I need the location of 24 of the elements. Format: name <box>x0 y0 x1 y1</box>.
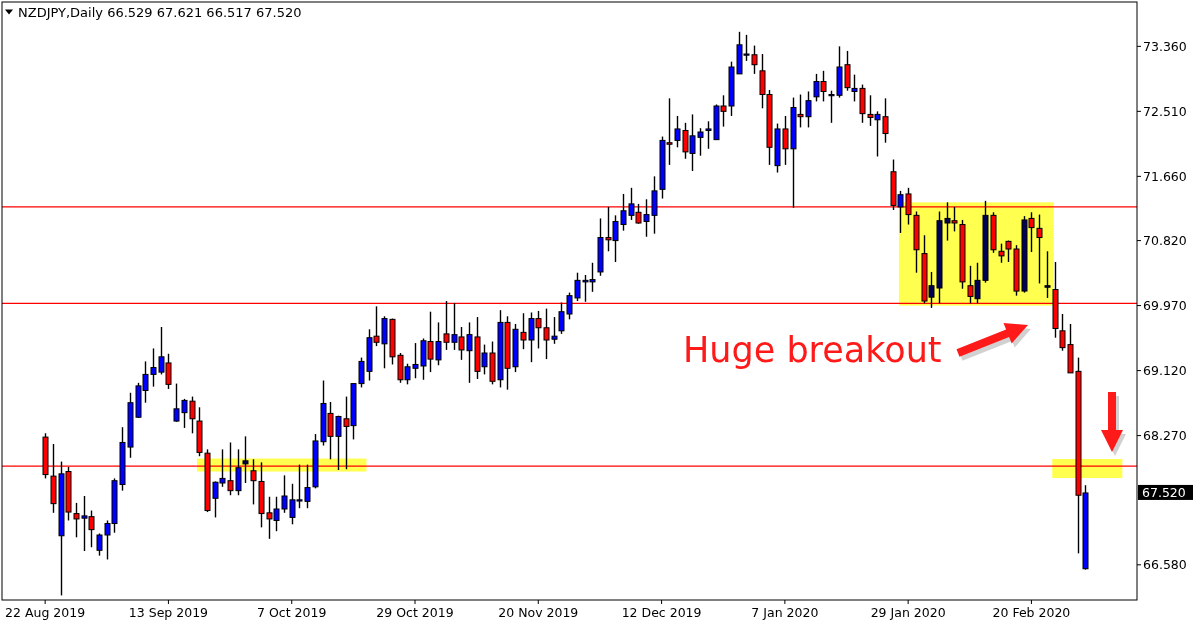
x-tick-label: 20 Feb 2020 <box>992 605 1071 620</box>
y-tick-label: 73.360 <box>1143 38 1187 54</box>
y-tick-label: 68.270 <box>1143 428 1187 444</box>
x-tick-label: 22 Aug 2019 <box>5 605 86 620</box>
annotation: Huge breakout <box>683 330 942 370</box>
chart-title: NZDJPY,Daily 66.529 67.621 66.517 67.520 <box>18 5 302 20</box>
candlestick <box>242 435 249 484</box>
candlestick <box>998 242 1005 264</box>
x-tick-label: 13 Sep 2019 <box>128 605 209 620</box>
x-tick-label: 7 Jan 2020 <box>751 605 819 620</box>
y-tick-label: 71.660 <box>1143 168 1187 184</box>
candlestick <box>1044 250 1051 299</box>
candlestick <box>1036 213 1043 285</box>
x-tick-label: 29 Oct 2019 <box>376 605 454 620</box>
y-tick-label: 72.510 <box>1143 103 1187 119</box>
text: 67.520 <box>1142 485 1186 501</box>
x-tick-label: 29 Jan 2020 <box>870 605 946 620</box>
y-tick-label: 69.970 <box>1143 298 1187 314</box>
y-tick-label: 70.820 <box>1143 233 1187 249</box>
y-tick-label: 69.120 <box>1143 363 1187 379</box>
x-tick-label: 20 Nov 2019 <box>498 605 579 620</box>
y-tick-label: 66.580 <box>1143 557 1187 573</box>
x-tick-label: 7 Oct 2019 <box>257 605 327 620</box>
x-tick-label: 12 Dec 2019 <box>621 605 702 620</box>
